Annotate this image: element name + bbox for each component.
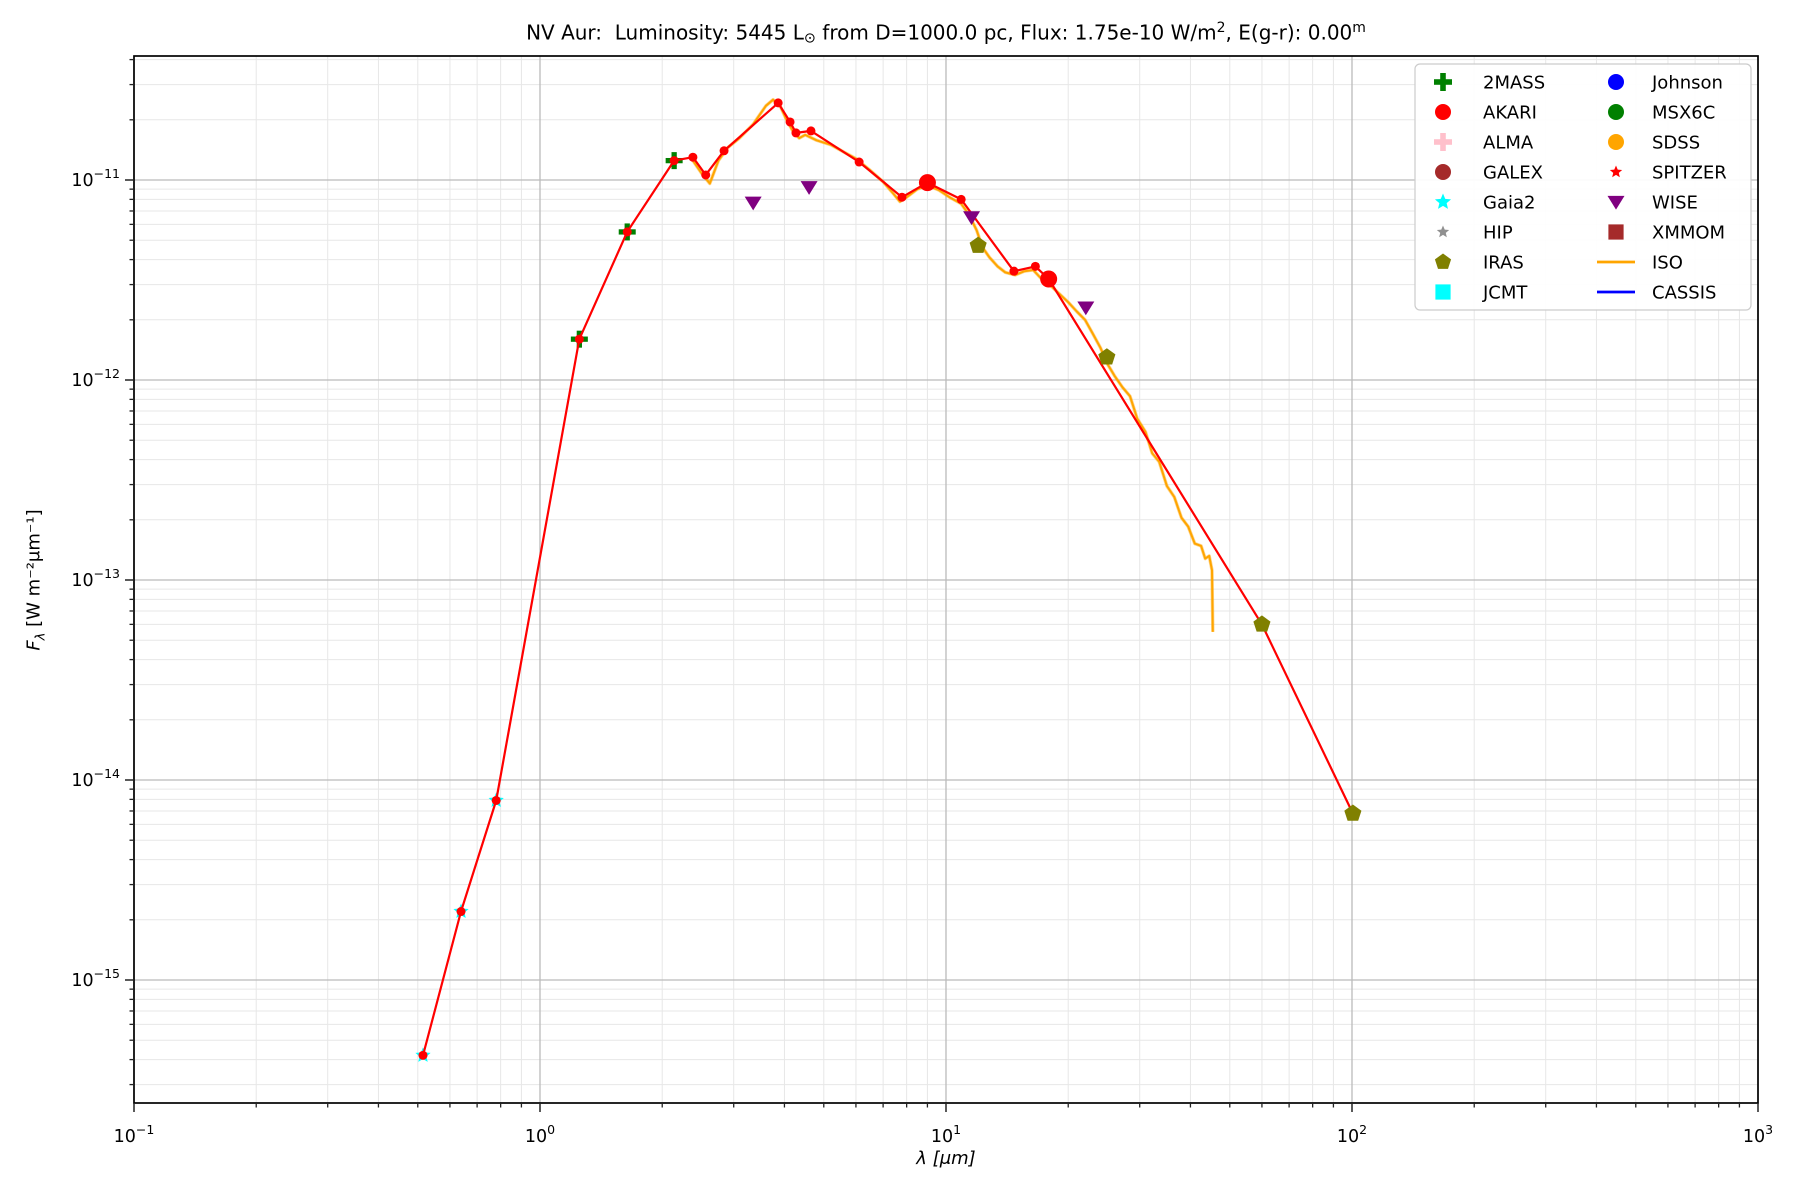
series-photometry-sed-point [956, 194, 966, 204]
series-photometry-sed-point [773, 98, 783, 108]
legend-entry-alma-label: ALMA [1483, 133, 1534, 154]
legend-entry-spitzer-label: SPITZER [1652, 163, 1727, 184]
title-superscript-m: m [1352, 20, 1366, 36]
y-tick-label: 10−15 [71, 966, 120, 991]
x-tick-label: 101 [931, 1122, 961, 1147]
legend-entry-akari-marker [1435, 104, 1451, 120]
x-axis-label: λ [μm] [916, 1148, 976, 1169]
legend-entry-jcmt-label: JCMT [1482, 283, 1528, 304]
series-photometry-sed-point [574, 334, 584, 344]
legend-entry-iso-label: ISO [1652, 253, 1683, 274]
legend-entry-wise-marker [1607, 195, 1625, 210]
series-photometry-sed-point [719, 146, 729, 156]
legend-entry-hip-marker [1436, 225, 1450, 238]
legend-entry-spitzer-marker [1609, 165, 1623, 178]
legend-entry-hip-label: HIP [1483, 223, 1513, 244]
series-photometry-sed-line [421, 101, 1354, 1056]
legend-entry-galex-label: GALEX [1483, 163, 1543, 184]
x-tick-label: 10−1 [114, 1122, 155, 1147]
legend-entry-gaia2-marker [1434, 193, 1452, 209]
legend-entry-msx6c-marker [1608, 104, 1624, 120]
legend-entry-jcmt-marker [1435, 284, 1451, 300]
series-photometry-sed-point [669, 156, 679, 166]
legend-entry-galex-marker [1435, 164, 1451, 180]
legend-entry-johnson-marker [1608, 74, 1624, 90]
series-wise-marker [800, 181, 818, 195]
series-photometry-sed-point [688, 152, 698, 162]
legend-entry-iras-label: IRAS [1483, 253, 1524, 274]
legend-box [1414, 63, 1752, 311]
y-label-units: [W m⁻²μm⁻¹] [23, 509, 45, 633]
series-photometry-sed-point [701, 170, 711, 180]
series-akari-marker [918, 174, 936, 192]
series-iras-marker [1098, 348, 1116, 365]
y-tick-label: 10−11 [71, 166, 120, 191]
series-photometry-sed-point [1009, 266, 1019, 276]
title-sun-symbol: ⊙ [803, 30, 816, 47]
legend-entry-gaia2-label: Gaia2 [1483, 193, 1535, 214]
series-photometry-sed-point [791, 128, 801, 138]
x-tick-label: 100 [525, 1122, 555, 1147]
series-photometry-sed-point [418, 1050, 428, 1060]
legend-entry-msx6c-label: MSX6C [1652, 103, 1715, 124]
legend-entry-2mass-marker [1440, 73, 1446, 91]
legend-entry-iras-marker [1434, 253, 1452, 269]
x-tick-label: 103 [1743, 1122, 1773, 1147]
title-superscript-2: 2 [1216, 20, 1226, 36]
title-text-3: , E(g-r): 0.00 [1225, 20, 1353, 45]
series-photometry-sed-point [785, 117, 795, 127]
series-photometry-sed-point [897, 192, 907, 202]
series-photometry-sed-point [806, 126, 816, 136]
legend-entry-johnson-label: Johnson [1651, 73, 1723, 94]
y-label-symbol: F [23, 640, 45, 651]
y-tick-label: 10−14 [71, 766, 120, 791]
series-iras-marker [1253, 615, 1271, 632]
legend-entry-xmmom-label: XMMOM [1652, 223, 1725, 244]
legend-entry-xmmom-marker [1608, 224, 1624, 240]
series-iras-marker [1344, 804, 1362, 821]
y-label-subscript: λ [33, 632, 49, 641]
y-tick-label: 10−12 [71, 366, 120, 391]
legend-entry-sdss-marker [1608, 134, 1624, 150]
x-tick-label: 102 [1337, 1122, 1367, 1147]
legend-entry-alma-marker [1440, 133, 1446, 151]
title-text: NV Aur: Luminosity: 5445 L [526, 20, 804, 45]
title-text-2: from D=1000.0 pc, Flux: 1.75e-10 W/m [815, 20, 1217, 45]
legend-entry-akari-label: AKARI [1483, 103, 1537, 124]
series-wise-marker [963, 211, 981, 226]
series-photometry-sed-point [1030, 261, 1040, 271]
series-wise-marker [744, 196, 762, 211]
series-wise-marker [1077, 301, 1095, 316]
series-photometry-sed-point [491, 795, 501, 805]
legend-entry-sdss-label: SDSS [1652, 133, 1700, 154]
series-photometry-sed-point [456, 907, 466, 917]
chart-title: NV Aur: Luminosity: 5445 L⊙ from D=1000.… [134, 20, 1758, 47]
series-iras-marker [969, 236, 987, 253]
legend-entry-cassis-label: CASSIS [1652, 283, 1716, 304]
legend-entry-wise-label: WISE [1652, 193, 1698, 214]
series-photometry-sed-point [854, 157, 864, 167]
y-axis-label: Fλ [W m⁻²μm⁻¹] [24, 509, 49, 650]
series-photometry-sed-point [622, 227, 632, 237]
y-tick-label: 10−13 [71, 566, 120, 591]
series-akari-marker [1040, 270, 1058, 288]
legend-entry-2mass-label: 2MASS [1483, 73, 1545, 94]
